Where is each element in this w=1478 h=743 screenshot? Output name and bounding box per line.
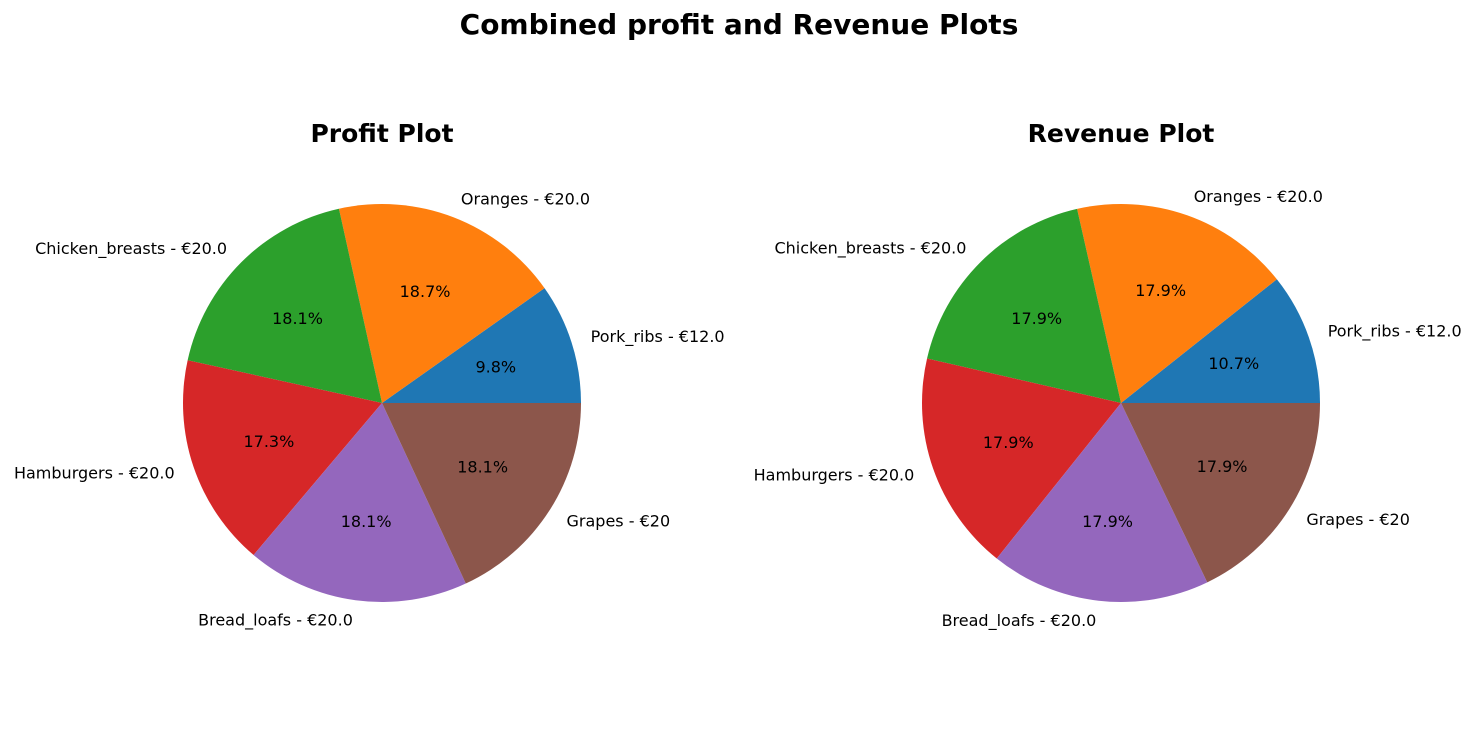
profit-pie-chart: Profit Plot 9.8% Pork_ribs - €12.0 18.7% Or… — [14, 119, 725, 630]
revenue-percent-hamburgers: 17.9% — [983, 433, 1034, 452]
profit-percent-chicken-breasts: 18.1% — [272, 309, 323, 328]
profit-label-chicken-breasts: Chicken_breasts - €20.0 — [35, 239, 227, 259]
profit-label-grapes: Grapes - €20 — [567, 511, 671, 530]
profit-percent-hamburgers: 17.3% — [243, 432, 294, 451]
revenue-slice-bread-loafs — [996, 403, 1208, 603]
profit-slice-oranges — [338, 204, 545, 403]
profit-label-bread-loafs: Bread_loafs - €20.0 — [198, 610, 353, 630]
revenue-percent-oranges: 17.9% — [1135, 281, 1186, 300]
revenue-slice-pork-ribs — [1121, 279, 1320, 403]
profit-percent-grapes: 18.1% — [457, 458, 508, 477]
revenue-label-chicken-breasts: Chicken_breasts - €20.0 — [774, 238, 966, 258]
revenue-label-hamburgers: Hamburgers - €20.0 — [754, 466, 915, 485]
revenue-slice-grapes — [1121, 403, 1320, 583]
revenue-pie-chart: Revenue Plot 10.7% Pork_ribs - €12.0 17.9%… — [754, 119, 1462, 631]
revenue-slice-hamburgers — [922, 358, 1121, 559]
profit-slice-bread-loafs — [253, 403, 466, 603]
revenue-label-pork-ribs: Pork_ribs - €12.0 — [1328, 321, 1462, 341]
revenue-percent-pork-ribs: 10.7% — [1208, 354, 1259, 373]
figure-title: Combined profit and Revenue Plots — [459, 8, 1019, 41]
profit-percent-pork-ribs: 9.8% — [475, 357, 516, 376]
profit-percent-oranges: 18.7% — [400, 282, 451, 301]
revenue-label-grapes: Grapes - €20 — [1306, 510, 1410, 529]
revenue-slice-chicken-breasts — [927, 208, 1121, 403]
revenue-percent-grapes: 17.9% — [1197, 457, 1248, 476]
revenue-percent-bread-loafs: 17.9% — [1082, 512, 1133, 531]
profit-label-hamburgers: Hamburgers - €20.0 — [14, 464, 175, 483]
profit-plot-title: Profit Plot — [310, 119, 453, 148]
revenue-plot-title: Revenue Plot — [1028, 119, 1215, 148]
profit-slice-chicken-breasts — [187, 208, 382, 403]
revenue-label-bread-loafs: Bread_loafs - €20.0 — [942, 611, 1097, 631]
revenue-percent-chicken-breasts: 17.9% — [1011, 309, 1062, 328]
profit-label-pork-ribs: Pork_ribs - €12.0 — [591, 327, 725, 347]
revenue-label-oranges: Oranges - €20.0 — [1194, 187, 1323, 206]
revenue-slice-oranges — [1077, 204, 1277, 403]
profit-slice-grapes — [382, 403, 581, 584]
profit-slice-hamburgers — [183, 360, 382, 556]
profit-percent-bread-loafs: 18.1% — [341, 512, 392, 531]
profit-label-oranges: Oranges - €20.0 — [461, 189, 590, 208]
profit-slice-pork-ribs — [382, 288, 581, 403]
